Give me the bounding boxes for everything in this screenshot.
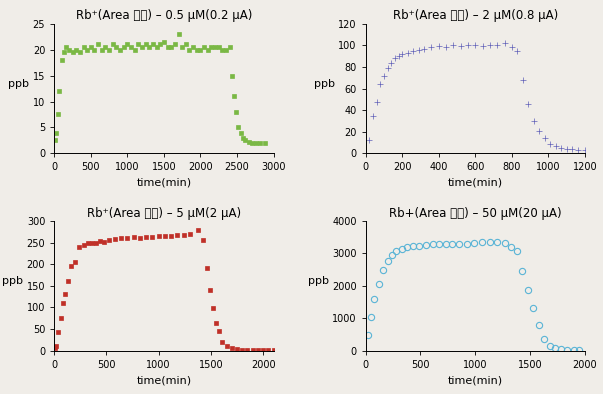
Title: Rb⁺(Area 기준) – 0.5 μM(0.2 μA): Rb⁺(Area 기준) – 0.5 μM(0.2 μA) xyxy=(76,9,252,22)
X-axis label: time(min): time(min) xyxy=(447,375,503,385)
Y-axis label: ppb: ppb xyxy=(308,276,329,286)
X-axis label: time(min): time(min) xyxy=(447,178,503,188)
Title: Rb⁺(Area 기준) – 2 μM(0.8 μA): Rb⁺(Area 기준) – 2 μM(0.8 μA) xyxy=(393,9,558,22)
Y-axis label: ppb: ppb xyxy=(8,78,30,89)
Y-axis label: ppb: ppb xyxy=(2,276,24,286)
X-axis label: time(min): time(min) xyxy=(136,178,192,188)
X-axis label: time(min): time(min) xyxy=(136,375,192,385)
Title: Rb⁺(Area 기준) – 5 μM(2 μA): Rb⁺(Area 기준) – 5 μM(2 μA) xyxy=(87,207,241,220)
Title: Rb+(Area 기준) – 50 μM(20 μA): Rb+(Area 기준) – 50 μM(20 μA) xyxy=(389,207,561,220)
Y-axis label: ppb: ppb xyxy=(314,78,335,89)
